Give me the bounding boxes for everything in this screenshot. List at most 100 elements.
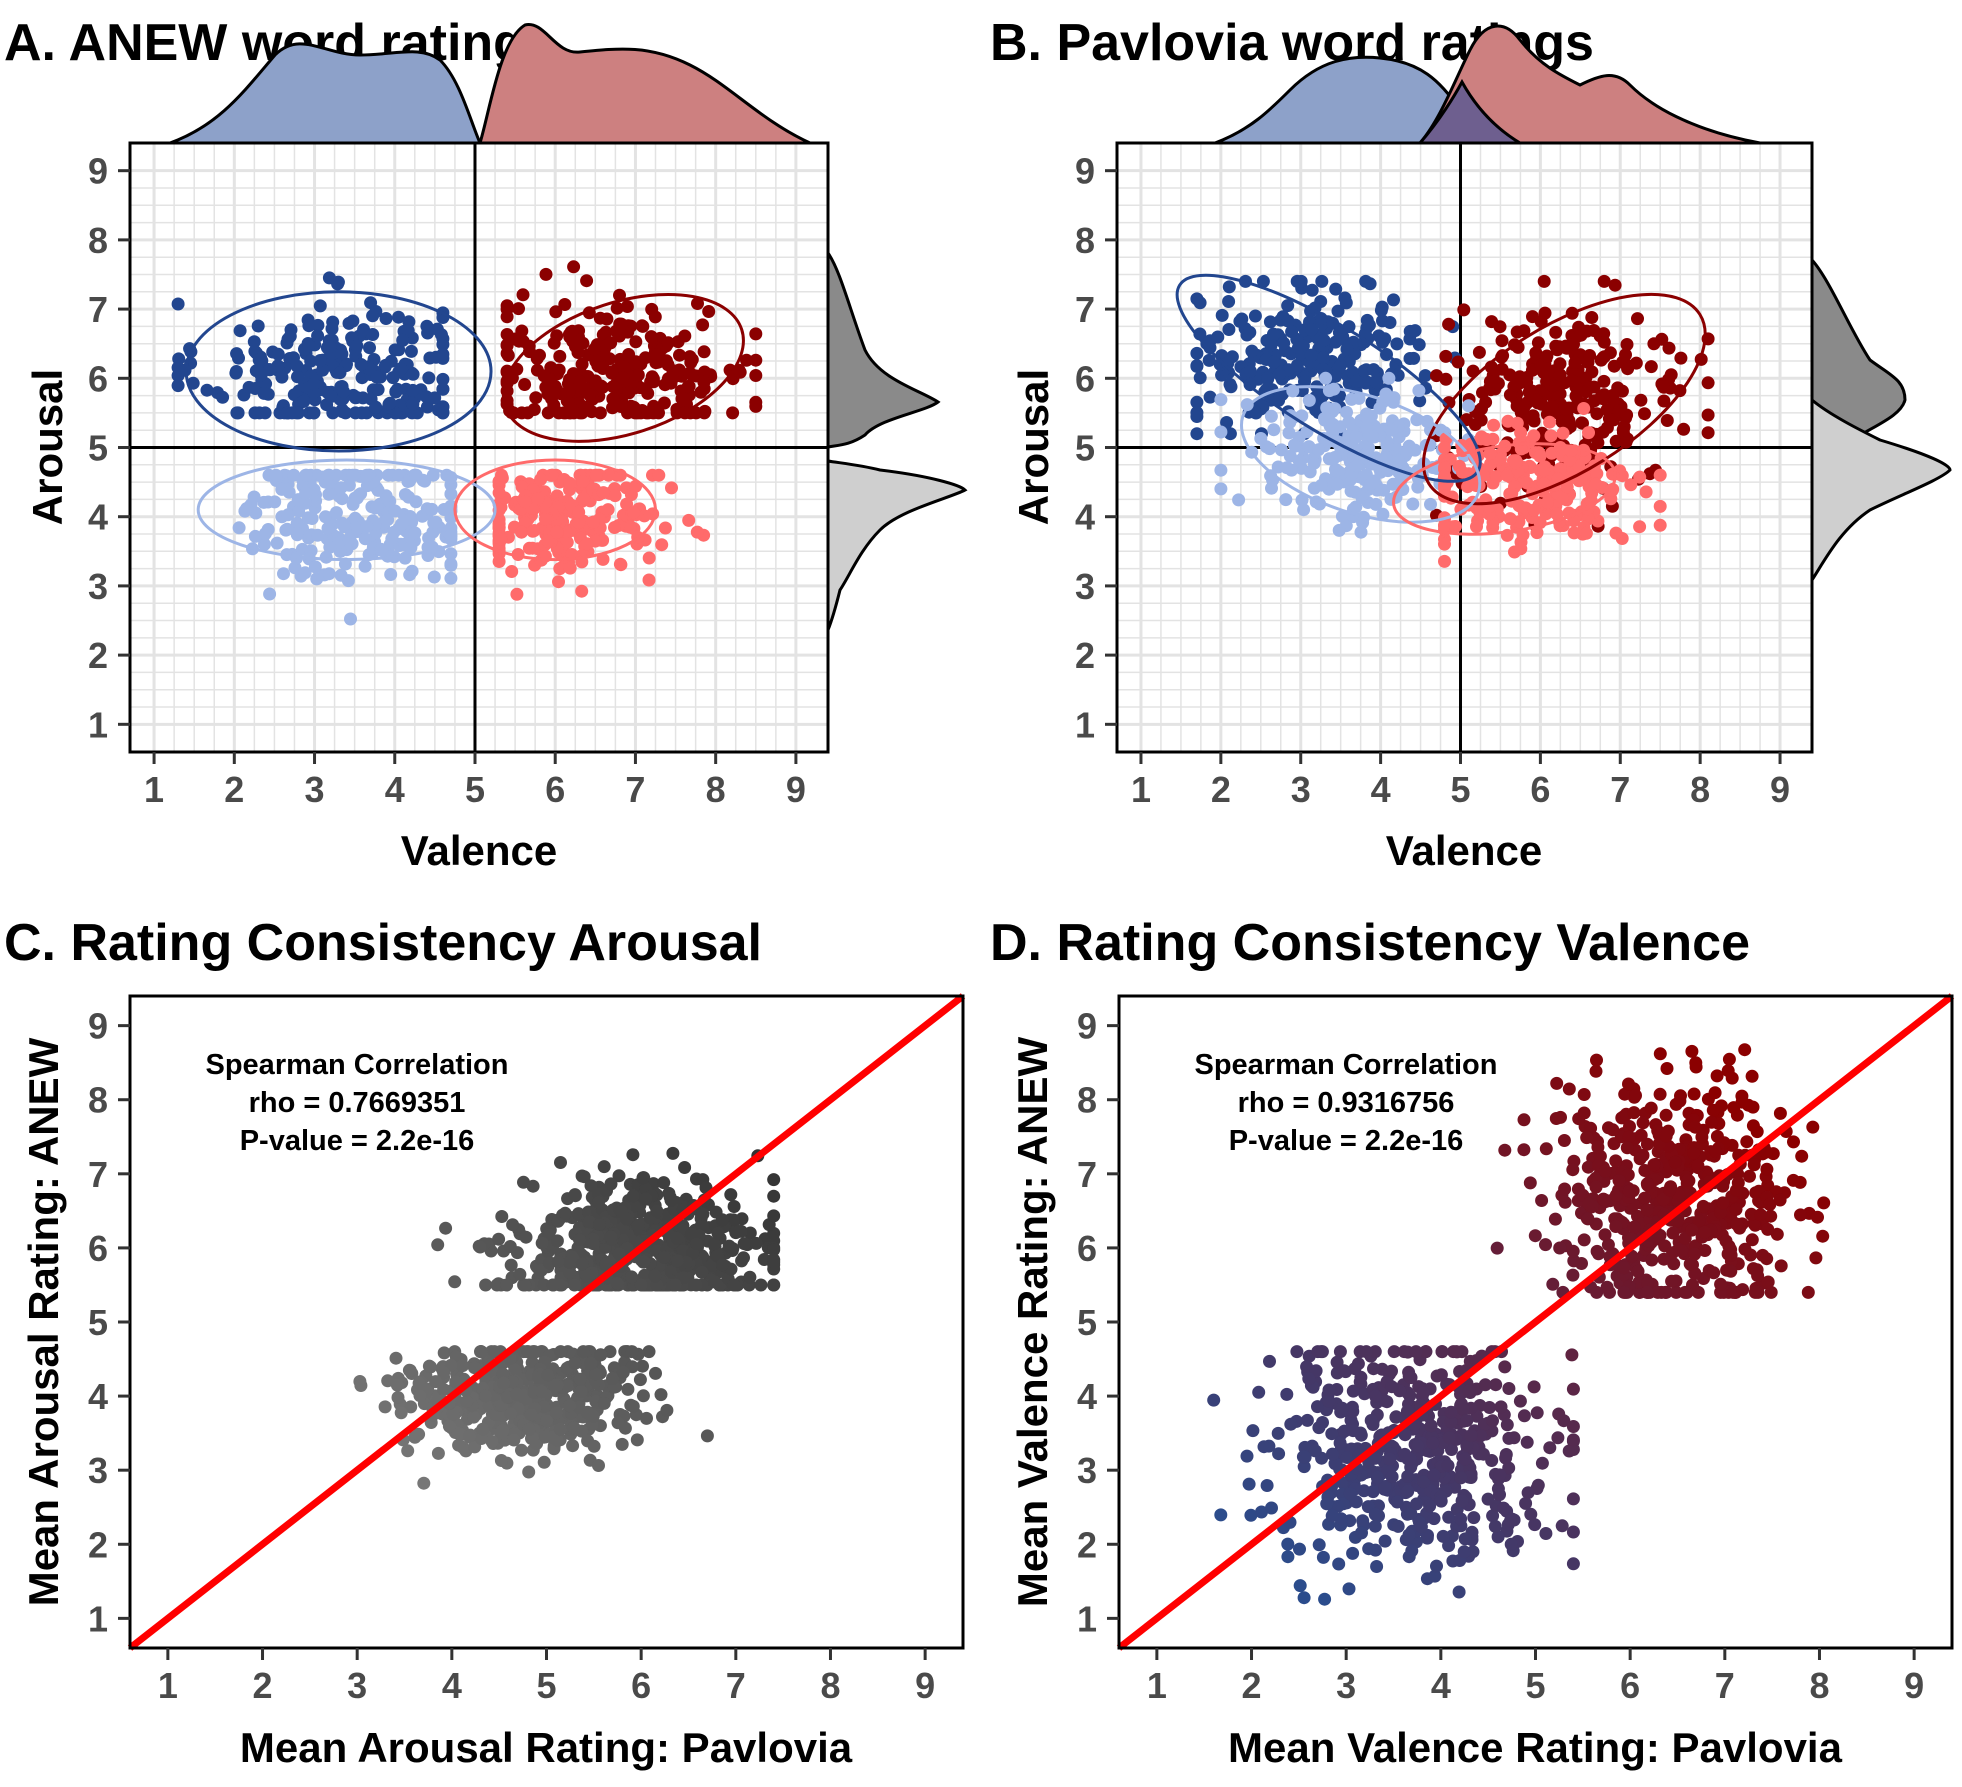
data-point bbox=[171, 297, 185, 311]
data-point bbox=[342, 532, 356, 546]
x-tick-label: 3 bbox=[1336, 1665, 1356, 1706]
data-point bbox=[1272, 1447, 1286, 1461]
data-point bbox=[390, 1378, 404, 1392]
data-point bbox=[1373, 401, 1387, 415]
data-point bbox=[1747, 1158, 1761, 1172]
data-point bbox=[620, 300, 634, 313]
panel-a-reference-lines bbox=[130, 143, 828, 752]
data-point bbox=[749, 369, 763, 382]
data-point bbox=[1696, 1199, 1710, 1213]
data-point bbox=[599, 1257, 613, 1271]
data-point bbox=[503, 1240, 517, 1253]
data-point bbox=[1316, 1416, 1329, 1429]
data-point bbox=[394, 362, 408, 376]
y-tick-label: 8 bbox=[1077, 1080, 1097, 1121]
data-point bbox=[1451, 355, 1465, 369]
data-point bbox=[307, 377, 321, 391]
data-point bbox=[1508, 378, 1522, 392]
data-point bbox=[1408, 324, 1422, 338]
data-point bbox=[1774, 1259, 1788, 1273]
data-point bbox=[1585, 311, 1599, 324]
data-point bbox=[573, 375, 587, 389]
data-point bbox=[1302, 393, 1316, 407]
data-point bbox=[573, 1233, 586, 1247]
data-point bbox=[558, 1206, 572, 1220]
data-point bbox=[1539, 1238, 1552, 1252]
data-point bbox=[1354, 525, 1368, 539]
data-point bbox=[1760, 1252, 1774, 1266]
data-point bbox=[1290, 1345, 1304, 1359]
data-point bbox=[1370, 376, 1384, 390]
x-tick-label: 4 bbox=[1371, 769, 1391, 810]
data-point bbox=[1567, 526, 1581, 540]
data-point bbox=[1330, 477, 1344, 491]
data-point bbox=[1555, 1519, 1569, 1533]
data-point bbox=[287, 351, 300, 365]
data-point bbox=[1529, 393, 1543, 407]
data-point bbox=[508, 1363, 522, 1377]
data-point bbox=[1590, 1285, 1604, 1299]
data-point bbox=[696, 1207, 710, 1221]
data-point bbox=[1454, 1471, 1468, 1485]
data-point bbox=[1537, 274, 1551, 288]
data-point bbox=[334, 481, 348, 495]
data-point bbox=[1222, 323, 1236, 336]
data-point bbox=[547, 387, 561, 401]
x-tick-label: 9 bbox=[1770, 769, 1790, 810]
data-point bbox=[1562, 1082, 1576, 1096]
data-point bbox=[614, 400, 628, 413]
data-point bbox=[1312, 1538, 1326, 1552]
data-point bbox=[342, 316, 356, 330]
data-point bbox=[1214, 482, 1228, 496]
data-point bbox=[575, 584, 589, 598]
data-point bbox=[1493, 1488, 1506, 1502]
data-point bbox=[684, 367, 698, 381]
data-point bbox=[608, 521, 621, 534]
data-point bbox=[512, 302, 525, 316]
data-point bbox=[1583, 349, 1597, 362]
data-point bbox=[436, 338, 450, 351]
data-point bbox=[302, 339, 316, 353]
data-point bbox=[644, 330, 658, 344]
data-point bbox=[1662, 341, 1676, 355]
data-point bbox=[1339, 296, 1353, 310]
data-point bbox=[275, 370, 289, 384]
data-point bbox=[1419, 1345, 1433, 1359]
data-point bbox=[456, 1359, 470, 1373]
data-point bbox=[444, 487, 458, 501]
data-point bbox=[1297, 1591, 1311, 1605]
data-point bbox=[606, 392, 620, 406]
data-point bbox=[1710, 1069, 1724, 1083]
data-point bbox=[1222, 295, 1236, 308]
data-point bbox=[1264, 338, 1278, 352]
data-point bbox=[1721, 1064, 1735, 1078]
data-point bbox=[1691, 1159, 1705, 1173]
data-point bbox=[444, 571, 458, 585]
data-point bbox=[516, 288, 530, 302]
x-tick-label: 1 bbox=[1131, 769, 1151, 810]
data-point bbox=[1398, 1428, 1412, 1442]
data-point bbox=[1600, 1280, 1614, 1294]
data-point bbox=[1329, 282, 1343, 296]
data-point bbox=[389, 1351, 403, 1365]
data-point bbox=[404, 344, 418, 358]
data-point bbox=[541, 1368, 555, 1382]
data-point bbox=[1517, 324, 1531, 338]
data-point bbox=[1349, 430, 1363, 444]
data-point bbox=[1368, 1507, 1382, 1521]
x-tick-label: 9 bbox=[786, 769, 806, 810]
data-point bbox=[1474, 1429, 1488, 1443]
data-point bbox=[1609, 1154, 1623, 1168]
data-point bbox=[1550, 343, 1564, 357]
data-point bbox=[550, 1406, 563, 1420]
data-point bbox=[1714, 1206, 1728, 1220]
data-point bbox=[642, 573, 656, 587]
data-point bbox=[1527, 1380, 1541, 1394]
data-point bbox=[437, 503, 451, 516]
data-point bbox=[1811, 1210, 1824, 1224]
data-point bbox=[500, 302, 514, 316]
data-point bbox=[1442, 1510, 1456, 1524]
data-point bbox=[1577, 1233, 1591, 1247]
data-point bbox=[689, 1278, 703, 1292]
data-point bbox=[597, 1396, 611, 1410]
